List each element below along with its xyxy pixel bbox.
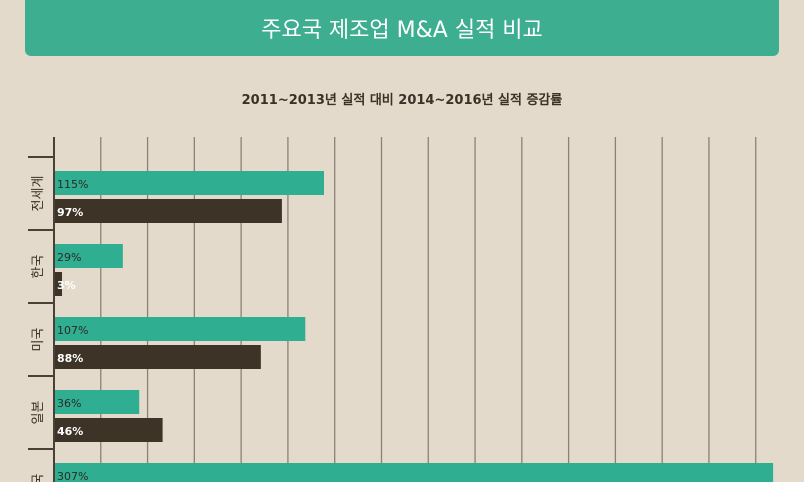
category-label: 일본 — [31, 401, 46, 425]
bar — [55, 244, 123, 268]
data-label: 107% — [57, 324, 88, 337]
data-label: 46% — [57, 425, 83, 438]
data-label: 88% — [57, 352, 83, 365]
bar — [55, 317, 306, 341]
category-label: 중국 — [31, 474, 46, 482]
data-label: 3% — [57, 279, 76, 292]
page-title: 주요국 제조업 M&A 실적 비교 — [261, 18, 543, 43]
bar — [55, 272, 63, 296]
bar — [55, 463, 774, 482]
bar — [55, 418, 163, 442]
bar — [55, 171, 324, 195]
data-label: 97% — [57, 206, 83, 219]
bar — [55, 199, 282, 223]
title-banner: 주요국 제조업 M&A 실적 비교 — [25, 0, 779, 56]
bar — [55, 390, 140, 414]
category-label: 한국 — [31, 255, 46, 279]
data-label: 307% — [57, 470, 88, 482]
category-label: 미국 — [31, 328, 46, 352]
bar — [55, 345, 261, 369]
category-label: 전세계 — [31, 176, 46, 212]
chart-title: 2011~2013년 실적 대비 2014~2016년 실적 증감률 — [241, 93, 563, 108]
data-label: 36% — [57, 397, 81, 410]
data-label: 115% — [57, 178, 88, 191]
data-label: 29% — [57, 251, 81, 264]
